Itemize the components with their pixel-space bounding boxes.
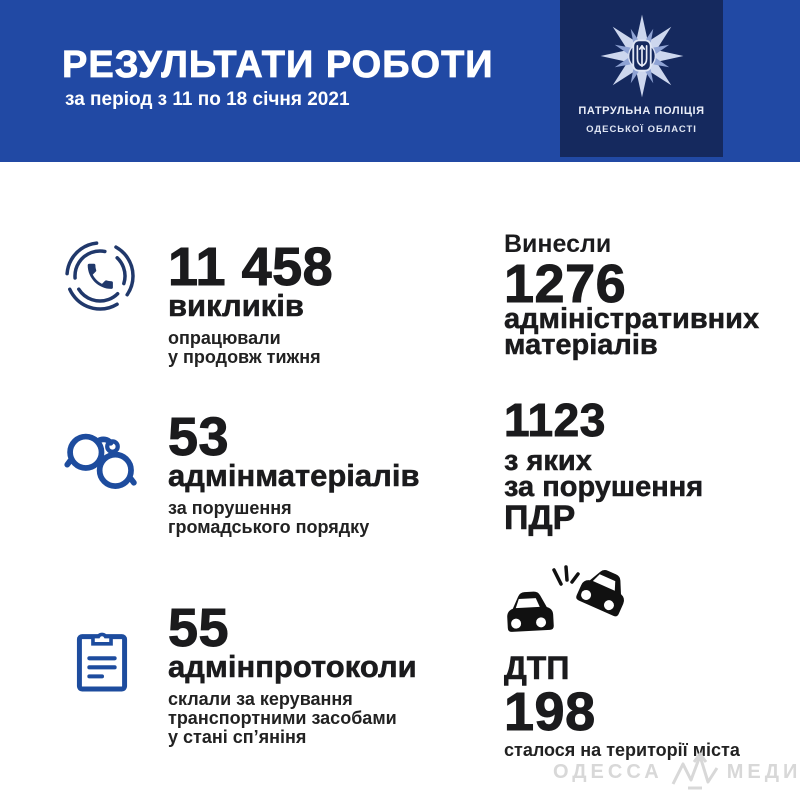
stat-protocols-value: 55 xyxy=(168,598,230,658)
stat-admin-materials: 53 адмінматеріалів за порушення громадсь… xyxy=(168,407,420,537)
phone-icon xyxy=(65,241,135,311)
stat-protocols-description: склали за керування транспортними засоба… xyxy=(168,690,417,747)
stat-protocols-desc-line1: склали за керування xyxy=(168,689,353,709)
stat-protocols: 55 адмінпротоколи склали за керування тр… xyxy=(168,598,417,747)
stat-pdr-emphasis: ПДР xyxy=(504,499,576,537)
stat-admin-materials-description: за порушення громадського порядку xyxy=(168,499,420,537)
stat-dtp-value: 198 xyxy=(504,682,596,742)
org-name: ПАТРУЛЬНА ПОЛІЦІЯ xyxy=(578,105,705,117)
stat-issued-materials: Винесли 1276 адміністративних матеріалів xyxy=(503,230,760,361)
stat-dtp: ДТП 198 сталося на території міста xyxy=(504,564,740,760)
org-region: ОДЕСЬКОЇ ОБЛАСТІ xyxy=(586,124,697,135)
clipboard-icon xyxy=(76,632,128,692)
stat-calls-value: 11 458 xyxy=(167,237,334,297)
stat-pdr-label-line2: за порушення xyxy=(504,471,704,503)
stat-calls-label: викликів xyxy=(168,288,304,323)
header-banner: РЕЗУЛЬТАТИ РОБОТИ за період з 11 по 18 с… xyxy=(0,0,800,162)
stat-issued-label-line2: матеріалів xyxy=(504,329,658,361)
report-period: за період з 11 по 18 січня 2021 xyxy=(65,89,350,110)
watermark: ОДЕССА МЕДИА xyxy=(553,752,800,792)
stat-issued-intro: Винесли xyxy=(504,230,612,258)
stat-issued-value: 1276 xyxy=(503,254,627,314)
watermark-text-left: ОДЕССА xyxy=(553,760,663,783)
stat-calls-desc-line1: опрацювали xyxy=(168,328,281,348)
stat-admin-materials-value: 53 xyxy=(168,407,230,467)
stat-calls: 11 458 викликів опрацювали у продовж тиж… xyxy=(167,237,334,367)
odessa-media-logo-icon xyxy=(671,752,718,790)
stat-dtp-label: ДТП xyxy=(504,650,570,686)
stat-issued-label-line1: адміністративних xyxy=(504,303,760,335)
police-star-badge-icon xyxy=(600,14,683,98)
stat-protocols-desc-line2: транспортними засобами xyxy=(168,708,397,728)
stat-pdr-violations: 1123 з яких за порушення ПДР xyxy=(503,394,704,537)
stat-pdr-label-line1: з яких xyxy=(504,445,592,477)
stat-dtp-description: сталося на території міста xyxy=(504,740,740,760)
stat-protocols-label: адмінпротоколи xyxy=(168,649,417,684)
stat-admin-materials-label: адмінматеріалів xyxy=(168,458,420,493)
stat-admin-materials-desc-line1: за порушення xyxy=(168,498,292,518)
stat-protocols-desc-line3: у стані сп’яніня xyxy=(168,727,307,747)
stat-calls-desc-line2: у продовж тижня xyxy=(168,347,321,367)
watermark-text-right: МЕДИА xyxy=(726,760,800,783)
car-crash-icon xyxy=(507,565,625,632)
page-title: РЕЗУЛЬТАТИ РОБОТИ xyxy=(62,44,494,87)
handcuffs-icon xyxy=(64,433,137,489)
stat-pdr-value: 1123 xyxy=(503,394,606,446)
police-logo-panel: ПАТРУЛЬНА ПОЛІЦІЯ ОДЕСЬКОЇ ОБЛАСТІ xyxy=(560,0,723,157)
stat-calls-description: опрацювали у продовж тижня xyxy=(168,329,333,367)
stat-admin-materials-desc-line2: громадського порядку xyxy=(168,517,370,537)
